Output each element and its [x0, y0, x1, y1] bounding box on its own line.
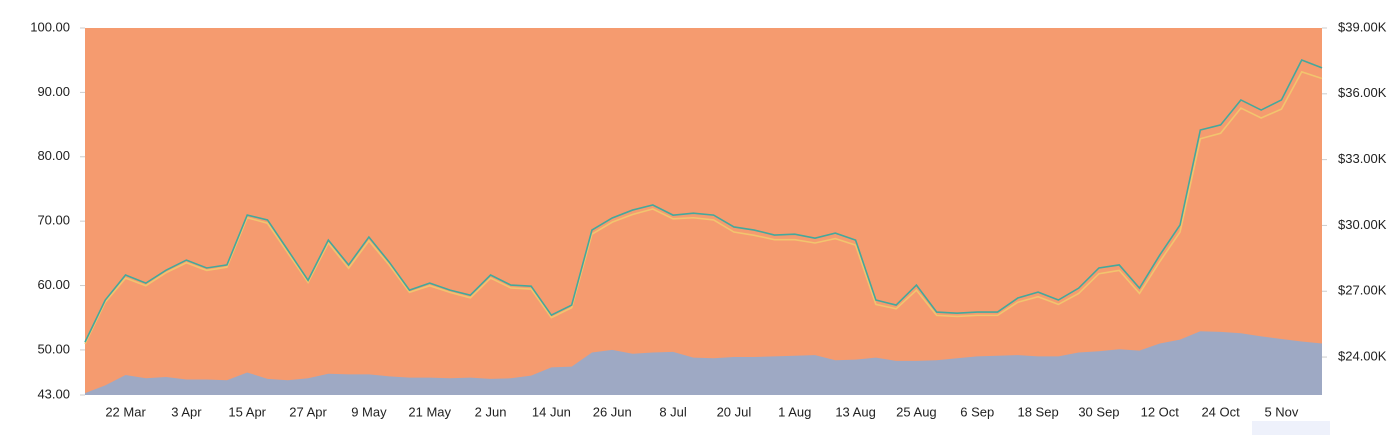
- y2-tick-label: $33.00K: [1338, 151, 1387, 166]
- x-tick-label: 5 Nov: [1264, 404, 1298, 419]
- line: [84, 70, 1323, 345]
- x-tick-label: 15 Apr: [228, 404, 266, 419]
- x-tick-label: 24 Oct: [1201, 404, 1240, 419]
- x-tick-label: 18 Sep: [1017, 404, 1058, 419]
- y-tick-label: 50.00: [37, 341, 70, 356]
- area: [85, 331, 1322, 395]
- x-tick-label: 26 Jun: [593, 404, 632, 419]
- y-tick-label: 43.00: [37, 386, 70, 401]
- area: [85, 28, 1322, 395]
- x-tick-label: 8 Jul: [659, 404, 687, 419]
- y2-tick-label: $36.00K: [1338, 85, 1387, 100]
- y2-tick-label: $27.00K: [1338, 283, 1387, 298]
- y2-tick-label: $39.00K: [1338, 19, 1387, 34]
- x-tick-label: 3 Apr: [171, 404, 202, 419]
- y-tick-label: 100.00: [30, 19, 70, 34]
- x-tick-label: 21 May: [408, 404, 451, 419]
- y-tick-label: 90.00: [37, 84, 70, 99]
- x-tick-label: 1 Aug: [778, 404, 811, 419]
- x-tick-label: 13 Aug: [835, 404, 876, 419]
- x-tick-label: 25 Aug: [896, 404, 937, 419]
- x-tick-label: 20 Jul: [717, 404, 752, 419]
- x-tick-label: 22 Mar: [105, 404, 146, 419]
- y-tick-label: 80.00: [37, 148, 70, 163]
- y2-tick-label: $30.00K: [1338, 217, 1387, 232]
- line: [84, 59, 1323, 343]
- y-tick-label: 60.00: [37, 277, 70, 292]
- x-tick-label: 14 Jun: [532, 404, 571, 419]
- y-tick-label: 70.00: [37, 213, 70, 228]
- y2-tick-label: $24.00K: [1338, 348, 1387, 363]
- x-tick-label: 9 May: [351, 404, 387, 419]
- x-tick-label: 2 Jun: [475, 404, 507, 419]
- scroll-hint: [1252, 421, 1330, 435]
- x-tick-label: 6 Sep: [960, 404, 994, 419]
- x-tick-label: 12 Oct: [1141, 404, 1180, 419]
- x-tick-label: 27 Apr: [289, 404, 327, 419]
- x-tick-label: 30 Sep: [1078, 404, 1119, 419]
